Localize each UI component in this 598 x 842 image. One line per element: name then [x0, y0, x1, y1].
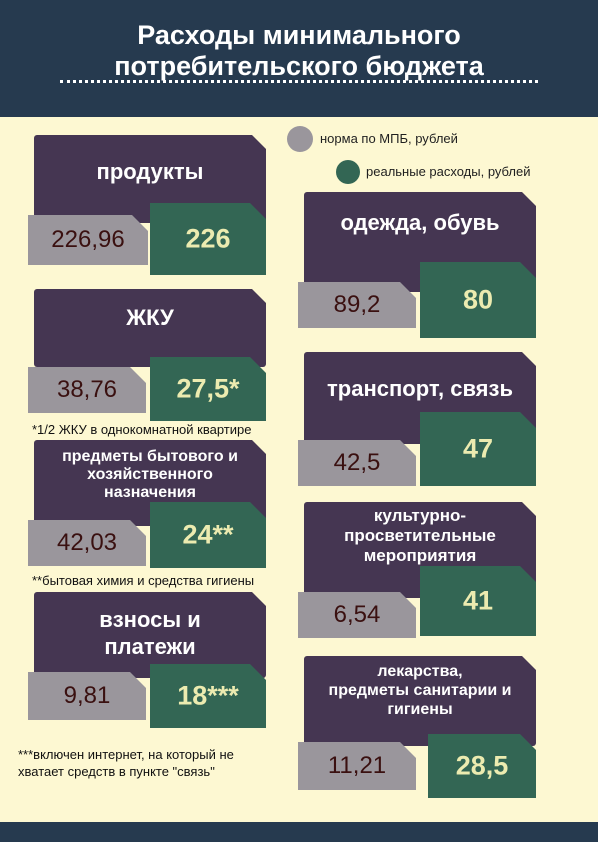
category-label: продукты — [96, 159, 204, 184]
category-label: предметы бытового и хозяйственного назна… — [62, 448, 238, 501]
norm-value: 11,21 — [327, 752, 387, 779]
real-value-box: 24** — [150, 502, 266, 568]
card-medicine: лекарства, предметы санитарии и гигиены — [304, 656, 536, 746]
norm-value: 6,54 — [333, 601, 381, 628]
legend-real-label: реальные расходы, рублей — [366, 164, 531, 179]
category-label: одежда, обувь — [340, 210, 500, 235]
norm-value: 38,76 — [56, 376, 118, 403]
real-value-box: 47 — [420, 412, 536, 486]
card-fees: взносы и платежи — [34, 592, 266, 678]
norm-value-box: 11,21 — [298, 742, 416, 790]
footnote-1: *1/2 ЖКУ в однокомнатной квартире — [32, 422, 252, 437]
norm-value-box: 226,96 — [28, 215, 148, 265]
norm-value-box: 38,76 — [28, 367, 146, 413]
norm-value-box: 42,5 — [298, 440, 416, 486]
real-value-box: 80 — [420, 262, 536, 338]
norm-value: 89,2 — [333, 291, 381, 318]
real-value: 226 — [185, 223, 231, 254]
norm-value: 9,81 — [63, 682, 111, 709]
footer-bar — [0, 822, 598, 842]
real-value-box: 41 — [420, 566, 536, 636]
legend-norm-dot — [287, 126, 313, 152]
card-housing: ЖКУ — [34, 289, 266, 367]
real-value-box: 18*** — [150, 664, 266, 728]
norm-value: 42,5 — [333, 449, 381, 476]
card-household: предметы бытового и хозяйственного назна… — [34, 440, 266, 526]
category-label: лекарства, предметы санитарии и гигиены — [328, 663, 512, 718]
norm-value-box: 42,03 — [28, 520, 146, 566]
norm-value-box: 9,81 — [28, 672, 146, 720]
legend-norm-label: норма по МПБ, рублей — [320, 131, 458, 146]
norm-value: 226,96 — [51, 226, 125, 253]
real-value: 27,5* — [176, 373, 240, 404]
category-label: ЖКУ — [126, 305, 174, 330]
norm-value-box: 6,54 — [298, 592, 416, 638]
real-value: 80 — [462, 284, 494, 315]
real-value: 28,5 — [455, 750, 509, 781]
real-value: 24** — [182, 519, 234, 550]
legend-real-dot — [336, 160, 360, 184]
real-value: 41 — [462, 585, 494, 616]
page-title: Расходы минимального потребительского бю… — [114, 20, 484, 81]
header: Расходы минимального потребительского бю… — [0, 0, 598, 117]
real-value-box: 27,5* — [150, 357, 266, 421]
category-label: культурно- просветительные мероприятия — [344, 506, 496, 565]
footnote-3: ***включен интернет, на который не хвата… — [18, 747, 234, 779]
category-label: транспорт, связь — [327, 376, 513, 401]
real-value-box: 28,5 — [428, 734, 536, 798]
real-value: 47 — [462, 433, 494, 464]
norm-value: 42,03 — [56, 529, 118, 556]
title-underline — [60, 80, 538, 83]
real-value: 18*** — [177, 680, 239, 711]
norm-value-box: 89,2 — [298, 282, 416, 328]
category-label: взносы и платежи — [99, 607, 201, 659]
footnote-2: **бытовая химия и средства гигиены — [32, 573, 255, 588]
real-value-box: 226 — [150, 203, 266, 275]
